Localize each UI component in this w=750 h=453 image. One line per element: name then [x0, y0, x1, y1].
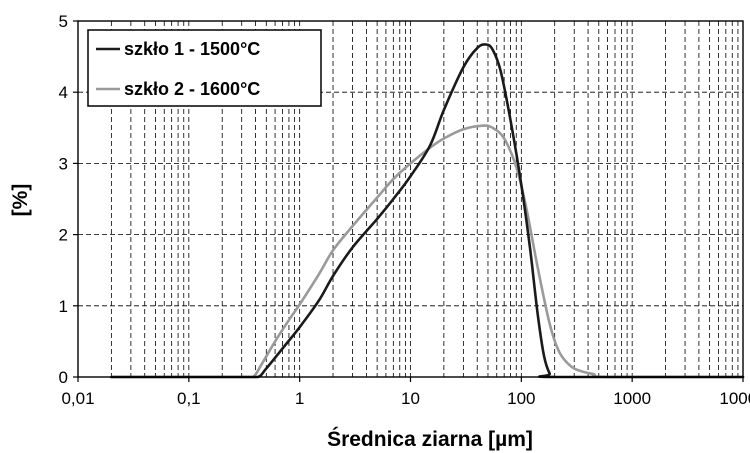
- series-line-1: [110, 43, 745, 379]
- series-line-2: [110, 124, 745, 379]
- x-tick-label: 0,01: [61, 389, 94, 408]
- y-axis-title: [%]: [9, 184, 32, 217]
- x-tick-label: 100: [507, 389, 535, 408]
- y-tick-label: 3: [59, 154, 68, 173]
- y-tick-label: 1: [59, 297, 68, 316]
- legend-label-series-1: szkło 1 - 1500°C: [124, 39, 260, 59]
- y-axis-tick-labels: 0 1 2 3 4 5: [59, 12, 78, 387]
- x-tick-label: 0,1: [177, 389, 201, 408]
- x-tick-label: 1: [295, 389, 304, 408]
- y-tick-label: 2: [59, 226, 68, 245]
- legend-label-series-2: szkło 2 - 1600°C: [124, 79, 260, 99]
- y-tick-label: 5: [59, 12, 68, 31]
- y-tick-label: 4: [59, 83, 68, 102]
- x-axis-tick-labels: 0,01 0,1 1 10 100 1000 10000: [61, 377, 750, 408]
- x-axis-title: Średnica ziarna [µm]: [327, 427, 533, 451]
- x-tick-label: 10000: [719, 389, 750, 408]
- series-lines: [110, 43, 745, 379]
- x-tick-label: 10: [401, 389, 420, 408]
- legend: szkło 1 - 1500°C szkło 2 - 1600°C: [87, 29, 322, 107]
- legend-box: [87, 29, 322, 107]
- y-tick-label: 0: [59, 368, 68, 387]
- x-tick-label: 1000: [613, 389, 651, 408]
